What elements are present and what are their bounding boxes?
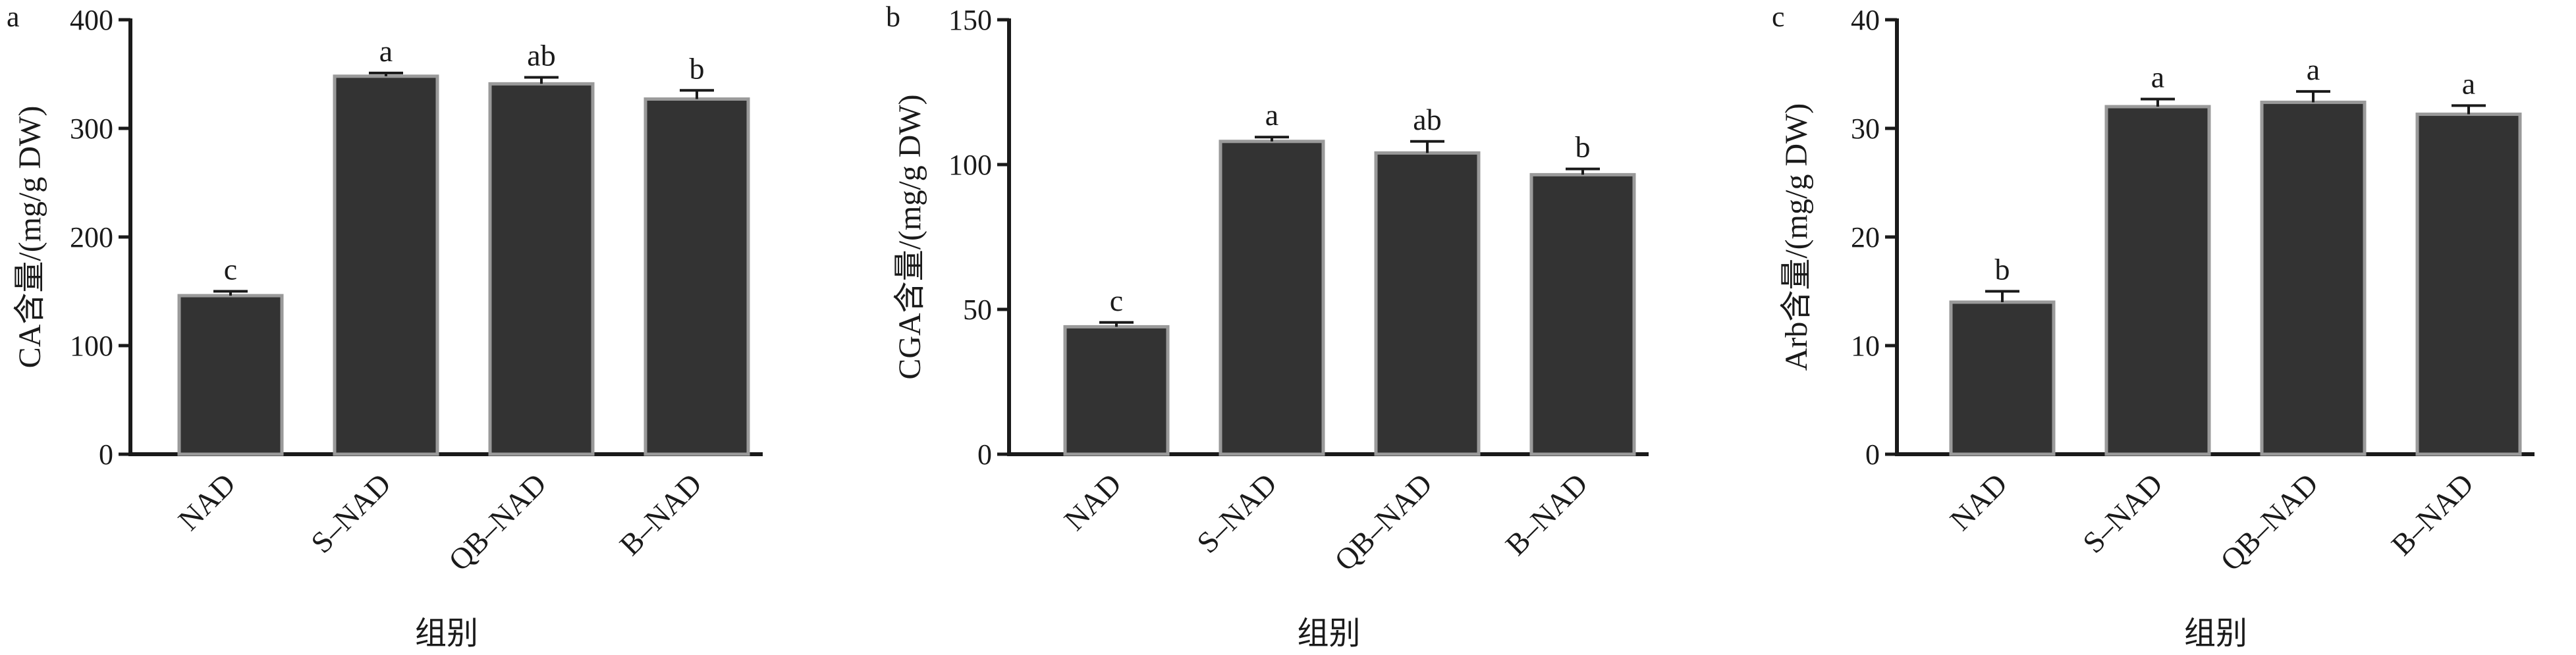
category-label: NAD: [1944, 467, 2014, 537]
significance-label: a: [2151, 60, 2164, 93]
category-label: NAD: [172, 467, 242, 537]
y-tick-label: 200: [70, 221, 113, 253]
y-axis-title: CA含量/(mg/g DW): [13, 106, 47, 369]
category-label: QB–NAD: [1328, 467, 1439, 577]
significance-label: a: [2462, 66, 2475, 100]
y-tick-label: 300: [70, 113, 113, 145]
significance-label: a: [379, 34, 393, 68]
panel-letter: c: [1772, 1, 1785, 33]
y-tick-label: 0: [99, 438, 113, 471]
bar-c-2: [2260, 100, 2367, 456]
bar-c-3: [2415, 113, 2522, 456]
x-axis-title: 组别: [415, 616, 478, 651]
y-tick-label: 100: [948, 149, 992, 181]
category-label: S–NAD: [304, 467, 397, 560]
category-label: S–NAD: [2076, 467, 2169, 560]
category-label: QB–NAD: [2214, 467, 2324, 577]
significance-label: b: [1995, 253, 2010, 286]
category-label: B–NAD: [2385, 467, 2480, 562]
y-tick-label: 10: [1851, 330, 1880, 362]
x-axis-title: 组别: [2184, 616, 2247, 651]
significance-label: c: [1110, 284, 1123, 317]
y-tick-label: 400: [70, 4, 113, 36]
significance-label: ab: [1413, 103, 1441, 136]
significance-label: ab: [527, 38, 555, 72]
bar-a-1: [333, 74, 439, 456]
category-label: QB–NAD: [442, 467, 553, 577]
category-label: B–NAD: [1499, 467, 1594, 562]
chart-panel-a: a 0 100 200 300 400 CA含量/(mg/g DW) c NAD a S–NAD ab…: [7, 1, 763, 651]
y-tick-label: 0: [1865, 438, 1880, 471]
y-axis-title: Arb含量/(mg/g DW): [1779, 103, 1814, 371]
y-tick-label: 50: [963, 294, 992, 326]
panel-letter: a: [7, 1, 20, 33]
significance-label: b: [690, 51, 705, 85]
category-label: B–NAD: [613, 467, 708, 562]
category-label: S–NAD: [1190, 467, 1283, 560]
bar-c-1: [2104, 105, 2211, 456]
bar-a-0: [177, 294, 284, 456]
y-tick-label: 150: [948, 4, 992, 36]
bar-b-3: [1529, 172, 1636, 456]
y-tick-label: 30: [1851, 113, 1880, 145]
y-tick-label: 0: [977, 438, 992, 471]
category-label: NAD: [1058, 467, 1128, 537]
significance-label: c: [224, 253, 237, 286]
chart-panel-b: b 0 50 100 150 CGA含量/(mg/g DW) c NAD a S–NAD ab QB–…: [886, 1, 1649, 651]
significance-label: a: [1265, 98, 1278, 132]
y-tick-label: 40: [1851, 4, 1880, 36]
bar-b-2: [1374, 151, 1481, 456]
y-tick-label: 100: [70, 330, 113, 362]
significance-label: b: [1576, 130, 1591, 164]
panel-letter: b: [886, 1, 900, 33]
bar-b-1: [1219, 140, 1325, 456]
bar-c-0: [1949, 300, 2056, 456]
x-axis-title: 组别: [1297, 616, 1360, 651]
chart-panel-c: c 0 10 20 30 40 Arb含量/(mg/g DW) b NAD a S–NAD a QB–N…: [1772, 1, 2535, 651]
bar-b-0: [1063, 325, 1170, 456]
bar-a-2: [488, 82, 595, 456]
y-axis-title: CGA含量/(mg/g DW): [892, 94, 927, 379]
y-tick-label: 20: [1851, 221, 1880, 253]
significance-label: a: [2307, 53, 2320, 86]
bar-a-3: [644, 97, 750, 456]
